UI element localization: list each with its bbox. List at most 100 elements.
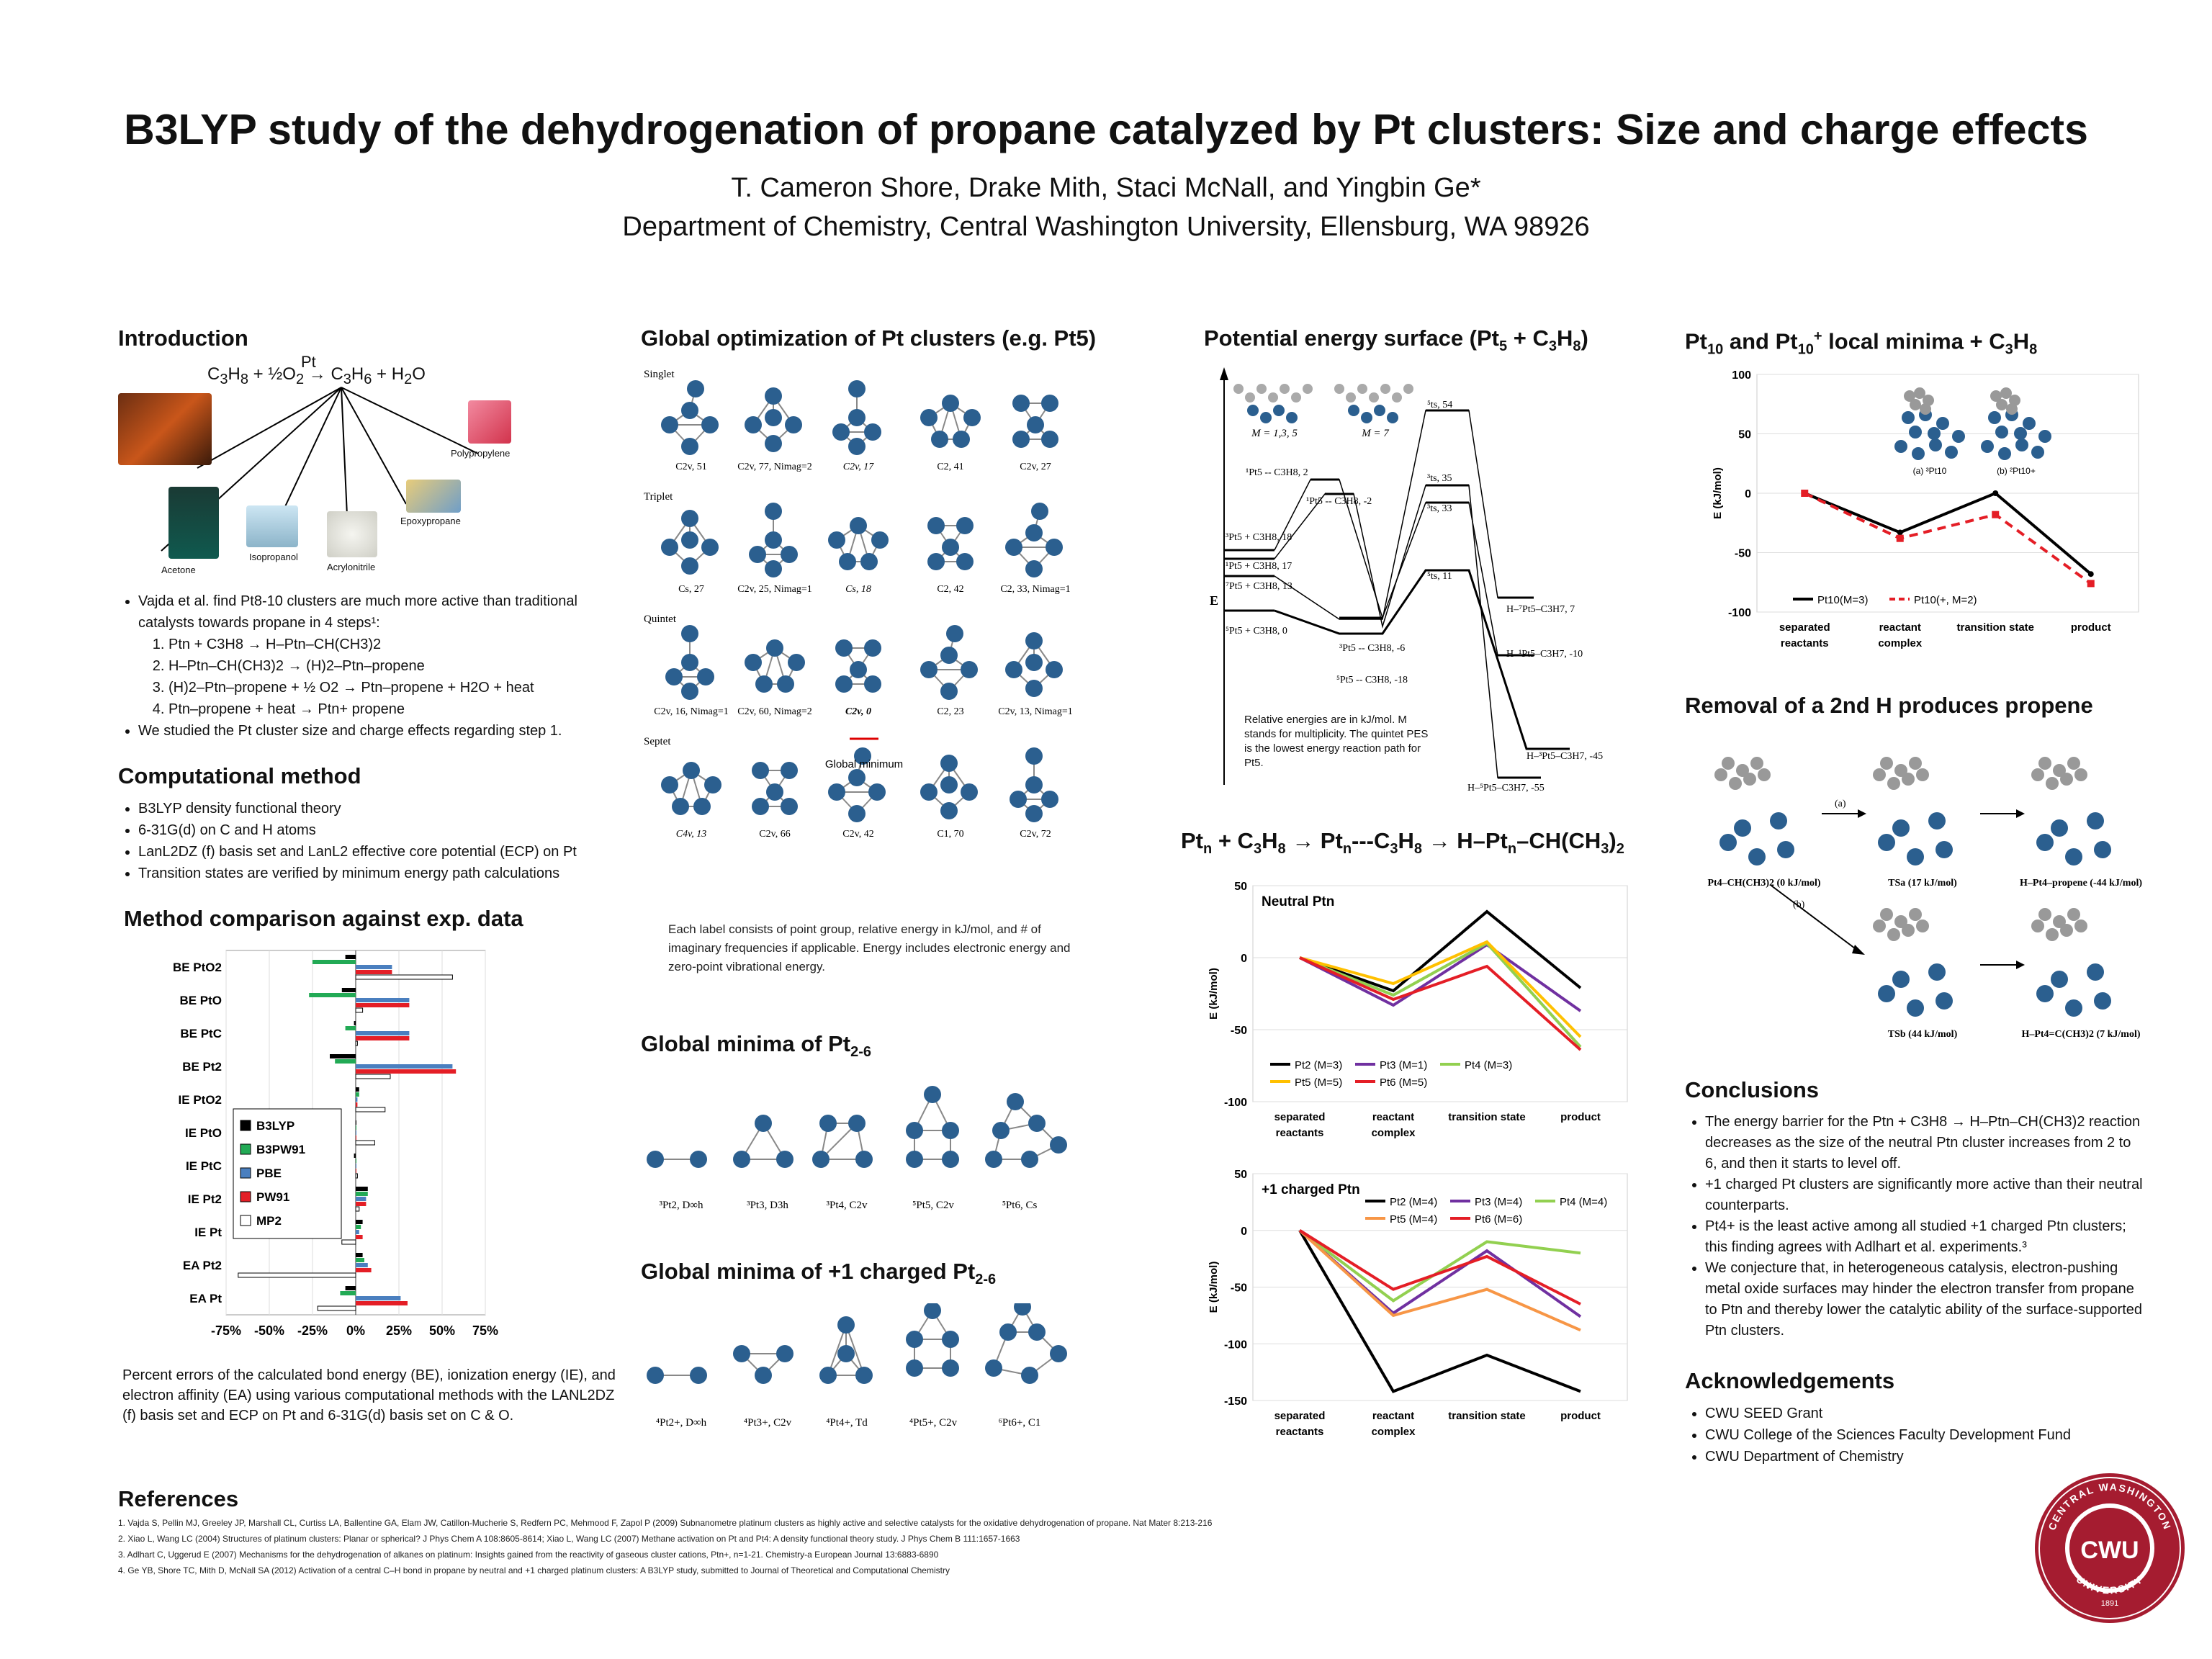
cation-minimum-label: ⁴Pt5+, C2v [909,1417,958,1429]
series-line-pt2-m-4 [1298,1229,1581,1393]
bar-mp2-ie-pto2 [355,1107,386,1112]
ack-item-1: CWU SEED Grant [1705,1403,2146,1424]
hydrocarbon-atom [1902,924,1915,937]
hydrocarbon-atom [2060,924,2073,937]
pt-atom [1892,819,1910,837]
pt5-isomer-structure [1010,747,1058,822]
pt-atom [681,531,698,549]
legend-label-b3lyp: B3LYP [256,1119,295,1133]
pt5-isomer-structure [1005,632,1063,697]
hydrocarbon-atom [1880,908,1893,921]
pt-atom [765,435,782,452]
legend-label-pt2-m-3: Pt2 (M=3) [1295,1059,1342,1071]
series-line-pt10-m-3 [1804,491,2092,575]
legend-swatch-pw91 [240,1191,251,1202]
bar-mp2-be-ptc [355,1040,358,1046]
pt-atom [819,1115,837,1132]
x-tick-label: 25% [386,1323,412,1338]
pt-atom [681,683,698,700]
pt-atom [701,416,719,433]
pt10-cation-structure: (b) ²Pt10+ [1981,387,2051,476]
neutral-minimum-structure [985,1093,1067,1168]
cation-minimum-structure [985,1303,1067,1384]
intermediate-structure [1714,757,1794,866]
isomer-label: C2v, 0 [845,706,871,717]
polypropylene-photo [468,400,511,444]
pt-atom [920,661,938,678]
pt-atom [1027,416,1044,433]
pt-atom [1719,834,1737,851]
neutral-minimum-label: ³Pt4, C2v [826,1200,868,1211]
svg-text:CWU: CWU [2080,1537,2139,1564]
pt10-heading: Pt10 and Pt10+ local minima + C3H8 [1685,328,2038,358]
series-line-pt4-m-3 [1299,941,1582,1048]
intro-heading: Introduction [118,325,248,351]
pt-atom [749,546,766,563]
pt-atom [1028,1323,1046,1341]
bar-b3lyp-ie-pto2 [356,1087,359,1092]
pt-atom [848,438,866,455]
pt-atom [781,798,798,815]
method-item-1: B3LYP density functional theory [138,798,637,819]
series-line-pt3-m-1 [1299,943,1582,1012]
hydrocarbon-atom [1357,384,1367,394]
energy-level-label: ¹Pt5 -- C3H8, 2 [1246,467,1308,478]
category-label: BE Pt2 [182,1060,222,1074]
hydrocarbon-atom [2053,915,2066,928]
intro-text: Vajda et al. find Pt8-10 clusters are mu… [118,590,637,742]
bar-b3lyp-ea-pt2 [356,1253,363,1257]
pt-atom [942,539,959,556]
minima-neutral-heading: Global minima of Pt2-6 [641,1031,871,1061]
pt-atom [1878,834,1895,851]
neutral-minimum-structure [906,1086,959,1168]
x-category-label: transition state [1956,621,2034,634]
structure-label: TSb (44 kJ/mol) [1888,1029,1958,1040]
pt-atom [942,1331,959,1348]
pt5-isomer-structure [745,639,805,693]
isomer-label: C1, 70 [937,829,963,840]
pt-atom [1025,747,1043,765]
legend-swatch-b3pw91 [240,1143,251,1155]
energy-level-label: H–⁷Pt5–C3H7, 7 [1506,604,1575,615]
pes-note: Relative energies are in kJ/mol. M stand… [1244,714,1429,769]
carbon-hydrogen-atom [2006,403,2018,415]
pt-atom [850,517,867,534]
pt-atom [1041,791,1058,808]
conclusion-1: The energy barrier for the Ptn + C3H8 → … [1705,1112,2146,1174]
hydrocarbon-atom [1916,768,1929,781]
pt5-isomer-structure [1005,503,1063,577]
x-category-label: separated [1779,621,1830,634]
pt-atom [745,416,762,433]
pt-atom [848,805,866,822]
pt-atom [848,1115,866,1132]
pt-atom [781,546,798,563]
hydrocarbon-atom [1245,392,1255,403]
pt-atom [1028,1115,1046,1132]
bar-mp2-ea-pt [317,1305,356,1311]
pt-atom [1894,440,1907,453]
pt-atom [1928,812,1946,830]
ack-heading: Acknowledgements [1685,1368,1895,1393]
pt-atom [1928,427,1941,440]
isomer-label: C2, 41 [937,462,963,472]
hydrocarbon-atom [1722,757,1735,770]
y-tick-label: -50 [1735,548,1751,560]
pt-atom [681,557,698,575]
pt-atom [1907,848,1924,866]
isomer-label: C2v, 16, Nimag=1 [654,706,728,717]
pt-atom [985,1151,1002,1168]
series-line-pt2-m-3 [1299,909,1582,993]
legend-label-pt5-m-5: Pt5 (M=5) [1295,1076,1342,1089]
intermediate-structure [2031,908,2111,1017]
pt-atom [1878,985,1895,1002]
pt-atom [848,769,866,786]
x-tick-label: -75% [211,1323,241,1338]
bar-pw91-ea-pt2 [356,1268,372,1272]
pt-atom [837,1345,855,1362]
pt-atom [1912,447,1925,460]
reaction-path [1274,410,1534,620]
pt5-isomer-structure [920,395,981,448]
hydrocarbon-atom [2038,908,2051,921]
energy-axis-label: E [1210,593,1218,608]
bar-pbe-ie-pt2 [356,1197,367,1201]
